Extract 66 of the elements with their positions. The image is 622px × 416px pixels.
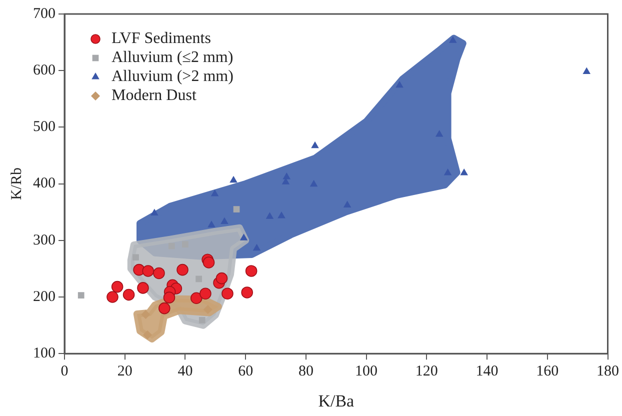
point bbox=[210, 189, 219, 196]
point bbox=[449, 36, 457, 43]
y-tick-label: 100 bbox=[33, 346, 56, 362]
x-tick-label: 20 bbox=[117, 364, 132, 380]
point bbox=[150, 208, 158, 216]
point bbox=[396, 80, 404, 88]
point bbox=[78, 292, 84, 298]
point bbox=[278, 212, 286, 218]
point bbox=[153, 267, 165, 280]
point bbox=[222, 288, 234, 300]
point bbox=[208, 220, 216, 228]
point bbox=[158, 302, 170, 314]
point bbox=[252, 244, 261, 251]
point bbox=[190, 292, 202, 304]
point bbox=[202, 256, 215, 268]
point bbox=[230, 176, 238, 183]
legend-label: Modern Dust bbox=[112, 87, 197, 104]
y-tick-label: 600 bbox=[33, 62, 56, 79]
x-axis-title: K/Ba bbox=[318, 391, 355, 410]
point bbox=[142, 265, 154, 277]
y-tick-label: 200 bbox=[33, 288, 56, 305]
point bbox=[176, 264, 188, 276]
point bbox=[200, 288, 212, 300]
point bbox=[282, 172, 291, 180]
legend-label: Alluvium (>2 mm) bbox=[112, 68, 234, 86]
point bbox=[141, 310, 150, 320]
point bbox=[216, 272, 228, 284]
point bbox=[241, 286, 253, 298]
x-tick-label: 0 bbox=[60, 364, 68, 380]
x-tick-label: 160 bbox=[536, 364, 559, 380]
x-tick-label: 180 bbox=[596, 364, 619, 380]
point bbox=[435, 130, 444, 137]
point bbox=[233, 206, 240, 212]
x-tick-label: 100 bbox=[355, 364, 378, 380]
point bbox=[460, 168, 468, 176]
legend-label: Alluvium (≤2 mm) bbox=[112, 49, 234, 66]
point bbox=[132, 254, 139, 261]
x-tick-label: 60 bbox=[238, 364, 254, 380]
point bbox=[582, 67, 591, 74]
y-tick-label: 300 bbox=[33, 232, 56, 248]
x-tick-label: 120 bbox=[415, 364, 438, 380]
x-tick-label: 40 bbox=[178, 364, 193, 380]
y-tick-label: 700 bbox=[33, 6, 56, 22]
point bbox=[163, 292, 176, 304]
point bbox=[122, 288, 135, 301]
point bbox=[198, 317, 206, 324]
point bbox=[245, 265, 258, 277]
point bbox=[137, 282, 149, 294]
x-tick-label: 140 bbox=[476, 364, 498, 380]
point bbox=[106, 291, 118, 303]
y-axis-title: K/Rb bbox=[8, 168, 25, 200]
point bbox=[142, 330, 152, 340]
point bbox=[203, 304, 212, 314]
point bbox=[220, 217, 228, 224]
point bbox=[240, 234, 248, 240]
x-tick-label: 80 bbox=[298, 364, 314, 380]
legend-label: LVF Sediments bbox=[112, 30, 211, 48]
y-tick-label: 500 bbox=[33, 119, 56, 136]
y-tick-label: 400 bbox=[33, 176, 56, 192]
point bbox=[343, 200, 352, 208]
point bbox=[444, 168, 452, 176]
point bbox=[196, 276, 202, 282]
point bbox=[266, 212, 274, 219]
point bbox=[310, 180, 318, 187]
point bbox=[111, 280, 124, 293]
point bbox=[311, 141, 319, 148]
